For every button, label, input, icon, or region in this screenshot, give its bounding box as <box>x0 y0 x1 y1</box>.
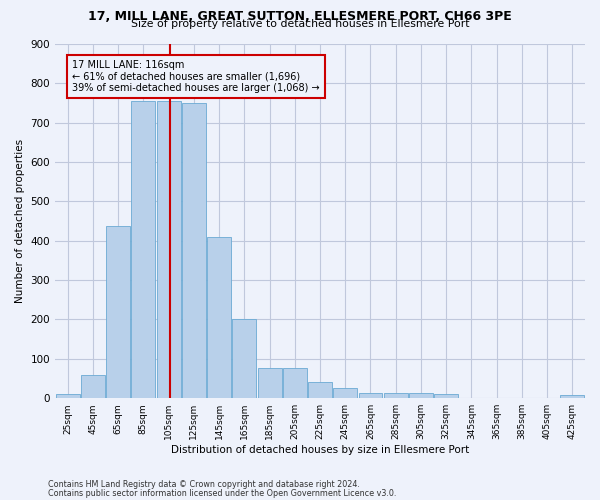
Bar <box>560 395 584 398</box>
Y-axis label: Number of detached properties: Number of detached properties <box>15 139 25 303</box>
X-axis label: Distribution of detached houses by size in Ellesmere Port: Distribution of detached houses by size … <box>171 445 469 455</box>
Bar <box>308 382 332 398</box>
Bar <box>283 368 307 398</box>
Text: 17, MILL LANE, GREAT SUTTON, ELLESMERE PORT, CH66 3PE: 17, MILL LANE, GREAT SUTTON, ELLESMERE P… <box>88 10 512 23</box>
Bar <box>131 101 155 398</box>
Text: Size of property relative to detached houses in Ellesmere Port: Size of property relative to detached ho… <box>131 19 469 29</box>
Bar <box>182 103 206 398</box>
Bar <box>232 320 256 398</box>
Bar <box>333 388 357 398</box>
Bar <box>434 394 458 398</box>
Bar <box>207 237 231 398</box>
Bar <box>56 394 80 398</box>
Text: 17 MILL LANE: 116sqm
← 61% of detached houses are smaller (1,696)
39% of semi-de: 17 MILL LANE: 116sqm ← 61% of detached h… <box>72 60 320 93</box>
Bar <box>157 101 181 398</box>
Bar <box>81 374 105 398</box>
Bar <box>106 226 130 398</box>
Text: Contains public sector information licensed under the Open Government Licence v3: Contains public sector information licen… <box>48 488 397 498</box>
Bar <box>359 394 382 398</box>
Bar <box>257 368 281 398</box>
Bar <box>384 394 408 398</box>
Text: Contains HM Land Registry data © Crown copyright and database right 2024.: Contains HM Land Registry data © Crown c… <box>48 480 360 489</box>
Bar <box>409 394 433 398</box>
